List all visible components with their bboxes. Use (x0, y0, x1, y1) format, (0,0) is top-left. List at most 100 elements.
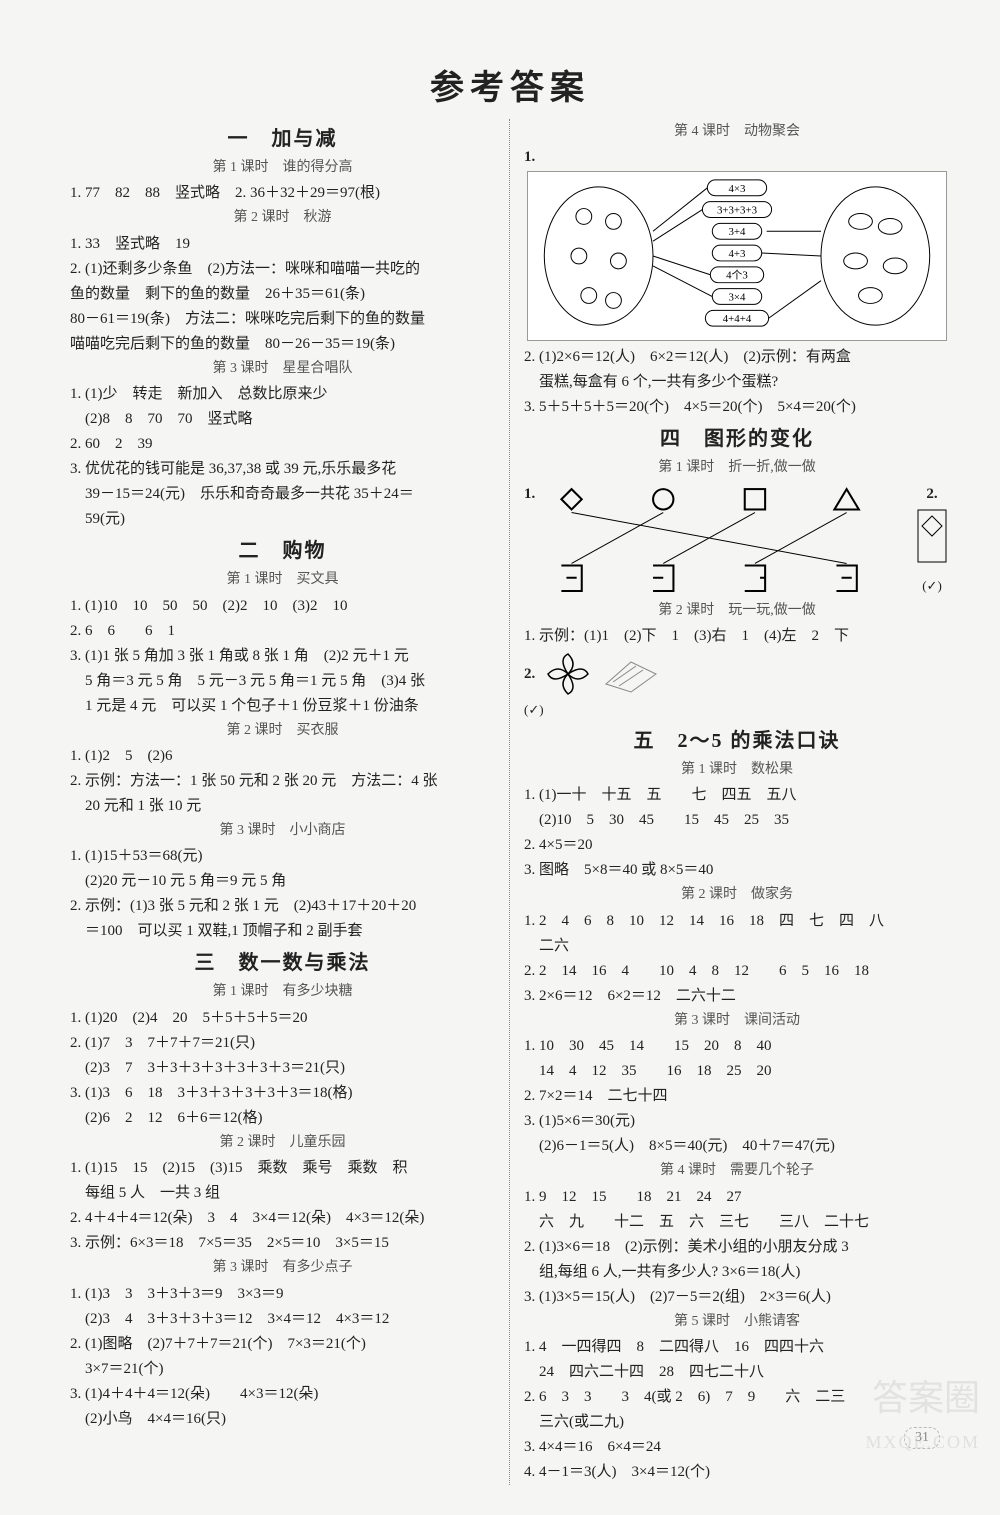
answer-line: 39－15＝24(元) 乐乐和奇奇最多一共花 35＋24＝ (70, 482, 495, 506)
question-number: 2. (524, 662, 535, 686)
watermark-logo: 答案圈 (872, 1369, 980, 1421)
answer-line: 1. (1)15＋53＝68(元) (70, 844, 495, 868)
lesson-5-5: 第 5 课时 小熊请客 (524, 1311, 950, 1333)
answer-line: 2. 4＋4＋4＝12(朵) 3 4 3×4＝12(朵) 4×3＝12(朵) (70, 1206, 495, 1230)
lesson-2-1: 第 1 课时 买文具 (70, 569, 495, 591)
answer-line: (2)20 元－10 元 5 角＝9 元 5 角 (70, 869, 495, 893)
d1-label-2: 3+4 (729, 227, 747, 239)
answer-line: 1. 4 一四得四 8 二四得八 16 四四十六 (524, 1335, 950, 1359)
answer-line: (2)8 8 70 70 竖式略 (70, 407, 495, 431)
shape-cross-diagram (541, 484, 908, 594)
answer-line: 2. 6 6 6 1 (70, 619, 495, 643)
lesson-4-1: 第 1 课时 折一折,做一做 (524, 457, 950, 479)
answer-line: 59(元) (70, 507, 495, 531)
answer-line: 5 角＝3 元 5 角 5 元－3 元 5 角＝1 元 5 角 (3)4 张 (70, 669, 495, 693)
lesson-5-3: 第 3 课时 课间活动 (524, 1010, 950, 1032)
answer-line: 2. (1)2×6＝12(人) 6×2＝12(人) (2)示例：有两盒 (524, 345, 950, 369)
answer-line: 3. (1)5×6＝30(元) (524, 1109, 950, 1133)
answer-line: 3×7＝21(个) (70, 1357, 495, 1381)
lesson-5-2: 第 2 课时 做家务 (524, 884, 950, 906)
answer-line: 2. 4×5＝20 (524, 833, 950, 857)
answer-line: 1. (1)2 5 (2)6 (70, 744, 495, 768)
answer-line: 组,每组 6 人,一共有多少人? 3×6＝18(人) (524, 1260, 950, 1284)
left-column: 一 加与减 第 1 课时 谁的得分高 1. 77 82 88 竖式略 2. 36… (60, 119, 510, 1485)
check-mark: (✓) (524, 700, 950, 721)
answer-line: 1. (1)少 转走 新加入 总数比原来少 (70, 382, 495, 406)
unit-5-title: 五 2～5 的乘法口诀 (524, 725, 950, 757)
answer-line: 二六 (524, 934, 950, 958)
answer-line: 80－61＝19(条) 方法二：咪咪吃完后剩下的鱼的数量 (70, 307, 495, 331)
main-title: 参考答案 (60, 60, 960, 109)
d1-label-4: 4个3 (726, 269, 748, 282)
answer-line: 六 九 十二 五 六 三七 三八 二十七 (524, 1210, 950, 1234)
answer-line: 1. (1)一十 十五 五 七 四五 五八 (524, 783, 950, 807)
answer-line: 4. 4－1＝3(人) 3×4＝12(个) (524, 1460, 950, 1484)
answer-line: (2)小鸟 4×4＝16(只) (70, 1407, 495, 1431)
answer-line: 1. (1)3 3 3＋3＋3＝9 3×3＝9 (70, 1282, 495, 1306)
lesson-2-2: 第 2 课时 买衣服 (70, 720, 495, 742)
d1-label-0: 4×3 (729, 183, 746, 195)
lesson-3-4: 第 4 课时 动物聚会 (524, 121, 950, 143)
answer-line: 3. (1)4＋4＋4＝12(朵) 4×3＝12(朵) (70, 1382, 495, 1406)
unit-2-title: 二 购物 (70, 535, 495, 567)
answer-line: 喵喵吃完后剩下的鱼的数量 80－26－35＝19(条) (70, 332, 495, 356)
answer-line: (2)3 7 3＋3＋3＋3＋3＋3＋3＝21(只) (70, 1056, 495, 1080)
lesson-3-3: 第 3 课时 有多少点子 (70, 1257, 495, 1279)
lesson-3-2: 第 2 课时 儿童乐园 (70, 1132, 495, 1154)
d1-label-6: 4+4+4 (723, 314, 752, 326)
answer-line: 2. (1)还剩多少条鱼 (2)方法一：咪咪和喵喵一共吃的 (70, 257, 495, 281)
answer-line: 3. 图略 5×8＝40 或 8×5＝40 (524, 858, 950, 882)
answer-line: 2. 示例：(1)3 张 5 元和 2 张 1 元 (2)43＋17＋20＋20 (70, 894, 495, 918)
question-number: 1. (524, 145, 950, 169)
answer-line: 每组 5 人 一共 3 组 (70, 1181, 495, 1205)
right-column: 第 4 课时 动物聚会 1. (510, 119, 960, 1485)
lesson-2-3: 第 3 课时 小小商店 (70, 820, 495, 842)
answer-line: 3. 2×6＝12 6×2＝12 二六十二 (524, 984, 950, 1008)
d1-label-5: 3×4 (729, 292, 747, 304)
lesson-1-1: 第 1 课时 谁的得分高 (70, 157, 495, 179)
answer-line: 2. 示例：方法一：1 张 50 元和 2 张 20 元 方法二：4 张 (70, 769, 495, 793)
answer-line: 14 4 12 35 16 18 25 20 (524, 1059, 950, 1083)
answer-line: 3. (1)3×5＝15(人) (2)7－5＝2(组) 2×3＝6(人) (524, 1285, 950, 1309)
answer-line: 2. 60 2 39 (70, 432, 495, 456)
d1-label-3: 4+3 (729, 248, 746, 260)
answer-line: 1. 示例：(1)1 (2)下 1 (3)右 1 (4)左 2 下 (524, 624, 950, 648)
answer-line: 1. 77 82 88 竖式略 2. 36＋32＋29＝97(根) (70, 181, 495, 205)
answer-line: 20 元和 1 张 10 元 (70, 794, 495, 818)
unit-1-title: 一 加与减 (70, 123, 495, 155)
answer-line: 2. (1)图略 (2)7＋7＋7＝21(个) 7×3＝21(个) (70, 1332, 495, 1356)
d1-label-1: 3+3+3+3 (717, 205, 757, 217)
answer-line: 3. 优优花的钱可能是 36,37,38 或 39 元,乐乐最多花 (70, 457, 495, 481)
answer-line: 3. (1)1 张 5 角加 3 张 1 角或 8 张 1 角 (2)2 元＋1… (70, 644, 495, 668)
answer-line: 1. 2 4 6 8 10 12 14 16 18 四 七 四 八 (524, 909, 950, 933)
lesson-5-4: 第 4 课时 需要几个轮子 (524, 1160, 950, 1182)
answer-line: 1. 10 30 45 14 15 20 8 40 (524, 1034, 950, 1058)
eraser-icon (601, 654, 661, 694)
lesson-3-1: 第 1 课时 有多少块糖 (70, 981, 495, 1003)
answer-line: 2. 7×2＝14 二七十四 (524, 1084, 950, 1108)
lesson-1-2: 第 2 课时 秋游 (70, 207, 495, 229)
answer-line: 3. 5＋5＋5＋5＝20(个) 4×5＝20(个) 5×4＝20(个) (524, 395, 950, 419)
answer-line: 3. (1)3 6 18 3＋3＋3＋3＋3＋3＝18(格) (70, 1081, 495, 1105)
two-column-layout: 一 加与减 第 1 课时 谁的得分高 1. 77 82 88 竖式略 2. 36… (60, 119, 960, 1485)
answer-line: (2)3 4 3＋3＋3＋3＝12 3×4＝12 4×3＝12 (70, 1307, 495, 1331)
answer-line: 1. (1)15 15 (2)15 (3)15 乘数 乘号 乘数 积 (70, 1156, 495, 1180)
answer-line: 1. 9 12 15 18 21 24 27 (524, 1185, 950, 1209)
answer-line: 鱼的数量 剩下的鱼的数量 26＋35＝61(条) (70, 282, 495, 306)
answer-line: 3. 示例：6×3＝18 7×5＝35 2×5＝10 3×5＝15 (70, 1231, 495, 1255)
unit-4-title: 四 图形的变化 (524, 423, 950, 455)
answer-line: (2)6 2 12 6＋6＝12(格) (70, 1106, 495, 1130)
answer-line: 2. (1)7 3 7＋7＋7＝21(只) (70, 1031, 495, 1055)
answer-line: 1. (1)10 10 50 50 (2)2 10 (3)2 10 (70, 594, 495, 618)
q2-diamond: 2. (✓) (914, 482, 950, 598)
check-mark: (✓) (922, 578, 942, 593)
question-number: 1. (524, 482, 535, 506)
answer-line: 2. 2 14 16 4 10 4 8 12 6 5 16 18 (524, 959, 950, 983)
answer-line: 1 元是 4 元 可以买 1 个包子＋1 份豆浆＋1 份油条 (70, 694, 495, 718)
answer-line: 2. (1)3×6＝18 (2)示例：美术小组的小朋友分成 3 (524, 1235, 950, 1259)
lesson-1-3: 第 3 课时 星星合唱队 (70, 358, 495, 380)
answer-line: (2)6－1＝5(人) 8×5＝40(元) 40＋7＝47(元) (524, 1134, 950, 1158)
page: 参考答案 一 加与减 第 1 课时 谁的得分高 1. 77 82 88 竖式略 … (0, 0, 1000, 1515)
watermark-url: MXQE.COM (865, 1432, 980, 1453)
answer-line: 1. 33 竖式略 19 (70, 232, 495, 256)
